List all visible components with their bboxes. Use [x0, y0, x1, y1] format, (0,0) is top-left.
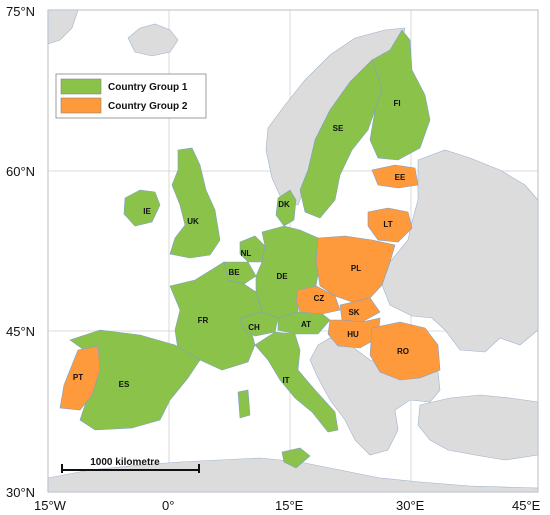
label-cz: CZ: [314, 294, 325, 303]
scale-bar-label: 1000 kilometre: [90, 457, 160, 468]
country-fr: [169, 261, 263, 371]
land-turkey: [417, 394, 539, 461]
legend-swatch-group1: [60, 78, 102, 95]
country-pt: [59, 345, 101, 411]
country-sk: [339, 297, 381, 323]
lon-label-15w: 15°W: [34, 498, 67, 513]
land-north-africa: [47, 457, 539, 493]
lat-label-45: 45°N: [6, 324, 35, 339]
lat-label-60: 60°N: [6, 164, 35, 179]
country-se: [299, 59, 383, 219]
lon-label-0: 0°: [162, 498, 174, 513]
label-ch: CH: [248, 323, 260, 332]
label-dk: DK: [278, 200, 290, 209]
scale-bar: 1000 kilometre: [61, 457, 200, 473]
label-se: SE: [333, 124, 344, 133]
label-pl: PL: [351, 264, 361, 273]
longitude-labels: 15°W 0° 15°E 30°E 45°E: [34, 498, 541, 513]
label-nl: NL: [241, 249, 252, 258]
label-de: DE: [276, 272, 288, 281]
land-east-europe: [381, 149, 539, 353]
label-be: BE: [228, 268, 240, 277]
country-ro: [369, 321, 441, 381]
group2-countries: [59, 164, 441, 411]
land-greenland-tip: [47, 9, 79, 45]
legend-swatch-group2: [60, 97, 102, 114]
label-it: IT: [282, 376, 289, 385]
country-ie: [123, 189, 161, 227]
country-cz: [295, 285, 341, 315]
label-lt: LT: [383, 220, 392, 229]
label-ee: EE: [395, 173, 406, 182]
country-pl: [315, 235, 396, 303]
lon-label-30e: 30°E: [396, 498, 425, 513]
label-pt: PT: [73, 373, 83, 382]
country-lt: [367, 207, 413, 243]
other-land: [47, 9, 539, 493]
country-labels: FI SE EE IE UK DK LT NL BE DE PL CZ SK F…: [73, 99, 409, 389]
group1-countries: [69, 29, 431, 469]
label-sk: SK: [348, 308, 359, 317]
label-fi: FI: [393, 99, 400, 108]
label-fr: FR: [198, 316, 209, 325]
lon-label-45e: 45°E: [512, 498, 541, 513]
label-hu: HU: [347, 330, 359, 339]
country-uk: [169, 147, 221, 259]
label-uk: UK: [187, 217, 199, 226]
latitude-labels: 75°N 60°N 45°N 30°N: [6, 4, 35, 500]
legend-label-group2: Country Group 2: [108, 101, 188, 112]
label-es: ES: [119, 380, 130, 389]
country-it-sardinia: [237, 389, 251, 419]
country-dk: [275, 189, 297, 227]
lat-label-30: 30°N: [6, 485, 35, 500]
country-ee: [371, 164, 419, 189]
legend: Country Group 1 Country Group 2: [55, 73, 207, 119]
country-fi: [369, 29, 431, 161]
lat-label-75: 75°N: [6, 4, 35, 19]
land-iceland: [127, 23, 179, 57]
label-at: AT: [301, 320, 311, 329]
label-ie: IE: [143, 207, 151, 216]
label-ro: RO: [397, 347, 409, 356]
country-it-sicily: [281, 447, 311, 469]
country-it: [254, 331, 339, 433]
legend-label-group1: Country Group 1: [108, 82, 188, 93]
lon-label-15e: 15°E: [275, 498, 304, 513]
